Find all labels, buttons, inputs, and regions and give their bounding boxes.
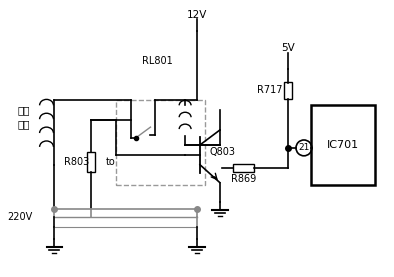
Bar <box>311 105 375 184</box>
Text: 220V: 220V <box>7 212 32 222</box>
Text: RL801: RL801 <box>142 56 173 66</box>
Text: Q803: Q803 <box>210 147 236 157</box>
Text: 消磁: 消磁 <box>17 105 30 115</box>
Text: 21: 21 <box>298 143 310 152</box>
Bar <box>284 82 292 99</box>
Bar <box>116 100 205 184</box>
Text: to: to <box>106 157 116 167</box>
Bar <box>87 152 95 172</box>
Text: 线圈: 线圈 <box>17 119 30 129</box>
Text: 5V: 5V <box>281 43 295 53</box>
Text: R803: R803 <box>63 157 89 167</box>
Text: R869: R869 <box>231 174 256 184</box>
Bar <box>232 164 255 172</box>
Text: 12V: 12V <box>187 10 207 20</box>
Text: R717: R717 <box>256 86 282 96</box>
Text: IC701: IC701 <box>327 140 359 150</box>
